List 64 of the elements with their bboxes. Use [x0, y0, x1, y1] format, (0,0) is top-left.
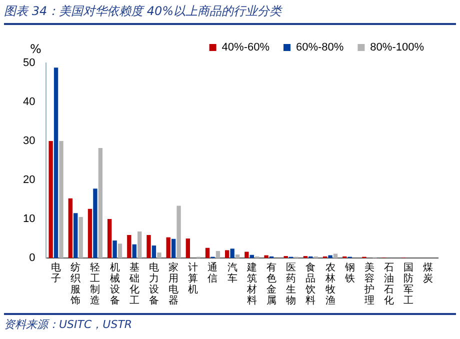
x-tick-label: 电子 — [51, 261, 62, 284]
y-tick-label: 50 — [22, 57, 36, 70]
bar — [250, 254, 254, 258]
bar — [205, 248, 210, 258]
bar — [333, 254, 338, 258]
legend-label: 80%-100% — [370, 42, 424, 54]
x-tick-label: 通信 — [208, 261, 218, 284]
bar — [138, 231, 142, 258]
bar — [225, 250, 230, 258]
x-tick-label: 汽车 — [227, 261, 238, 284]
bar — [152, 246, 156, 258]
bar — [98, 148, 103, 258]
x-tick-label: 煤炭 — [423, 261, 434, 284]
bar — [93, 188, 98, 258]
y-tick-label: 20 — [22, 174, 36, 186]
legend-label: 60%-80% — [296, 42, 344, 54]
x-tick-label: 基础化工 — [128, 261, 140, 306]
x-tick-label: 有色金属 — [266, 261, 276, 306]
bar — [157, 252, 162, 258]
y-axis-title: % — [30, 42, 42, 56]
bar — [132, 244, 136, 258]
x-tick-label: 食品饮料 — [304, 261, 316, 306]
bar — [186, 238, 190, 258]
bar — [88, 208, 92, 258]
bar — [230, 248, 234, 258]
chart-title: 图表 34：美国对华依赖度 40%以上商品的行业分类 — [4, 3, 456, 25]
y-tick-label: 0 — [29, 252, 36, 264]
y-tick-label: 10 — [22, 213, 36, 226]
bar — [107, 219, 112, 258]
y-tick-label: 30 — [22, 135, 36, 148]
x-tick-label: 美容护理 — [363, 261, 374, 306]
text: 资料来源：USITC，USTR — [4, 313, 456, 332]
x-tick-label: 石油石化 — [384, 262, 394, 306]
bar — [54, 68, 58, 258]
bar — [244, 252, 249, 258]
x-tick-label: 轻工制造 — [90, 261, 100, 306]
x-tick-label: 家用电器 — [168, 261, 179, 306]
bar — [328, 255, 332, 258]
bar — [216, 250, 220, 258]
x-tick-label: 钢铁 — [344, 262, 355, 284]
x-tick-label: 计算机 — [188, 261, 198, 296]
y-tick-label: 40 — [22, 96, 36, 108]
bar — [171, 238, 176, 258]
bar — [127, 234, 132, 258]
bar — [68, 198, 72, 258]
bar — [59, 141, 64, 258]
x-tick-label: 机械设备 — [110, 261, 120, 306]
x-tick-label: 纺织服饰 — [70, 261, 81, 306]
x-tick-label: 农林牧渔 — [324, 262, 336, 306]
bar — [146, 234, 151, 258]
bar — [48, 141, 53, 258]
x-tick-label: 建筑材料 — [246, 261, 257, 306]
bar — [118, 244, 122, 258]
bar — [166, 237, 170, 258]
legend-label: 40%-60% — [222, 42, 270, 54]
x-tick-label: 医药生物 — [286, 262, 296, 306]
bar — [264, 255, 268, 258]
x-tick-label: 国防军工 — [404, 262, 414, 306]
bar — [176, 206, 181, 258]
bar — [235, 254, 240, 258]
bar — [112, 240, 117, 258]
bar — [78, 217, 83, 258]
bar — [74, 213, 78, 258]
x-tick-label: 电力设备 — [148, 261, 159, 306]
